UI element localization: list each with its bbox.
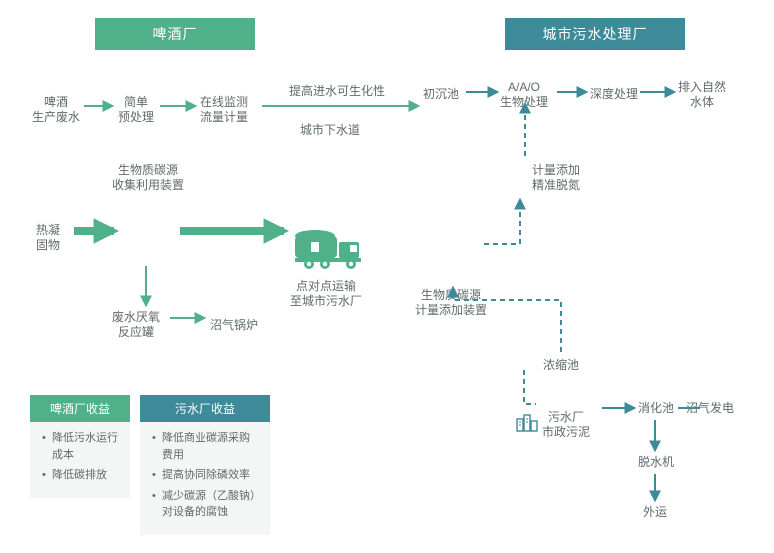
n_concentrate: 浓缩池 bbox=[543, 358, 579, 373]
benefit-card-brewery-title: 啤酒厂收益 bbox=[30, 395, 130, 422]
n_meter_addN: 计量添加 精准脱氮 bbox=[532, 163, 580, 193]
n_bio_device: 生物质碳源 收集利用装置 bbox=[112, 163, 184, 193]
n_dewater: 脱水机 bbox=[638, 455, 674, 470]
benefit-item: 降低商业碳源采购费用 bbox=[152, 430, 260, 463]
benefit-card-brewery-list: 降低污水运行成本降低碳排放 bbox=[30, 422, 130, 498]
benefit-item: 减少碳源（乙酸钠）对设备的腐蚀 bbox=[152, 488, 260, 521]
plus-icon bbox=[553, 383, 571, 401]
cyl_left bbox=[120, 195, 172, 261]
n_ship_out: 外运 bbox=[643, 505, 667, 520]
n_biogas_pow: 沼气发电 bbox=[686, 401, 734, 416]
benefit-item: 提高协同除磷效率 bbox=[152, 467, 260, 484]
n_sewer: 城市下水道 bbox=[300, 123, 360, 138]
n_anaer: 废水厌氧 反应罐 bbox=[112, 310, 160, 340]
n_aao: A/A/O 生物处理 bbox=[500, 80, 548, 110]
n_discharge: 排入自然 水体 bbox=[678, 80, 726, 110]
n_biogas: 沼气锅炉 bbox=[210, 318, 258, 333]
benefit-item: 降低污水运行成本 bbox=[42, 430, 120, 463]
n_online_flow: 在线监测 流量计量 bbox=[200, 95, 248, 125]
n_digester: 消化池 bbox=[638, 401, 674, 416]
benefit-card-wwtp-title: 污水厂收益 bbox=[140, 395, 270, 422]
n_ww_sludge: 污水厂 市政污泥 bbox=[542, 410, 590, 440]
cyl_right bbox=[425, 210, 481, 282]
n_primary: 初沉池 bbox=[423, 87, 459, 102]
left-section-header-label: 啤酒厂 bbox=[153, 26, 198, 42]
truck-icon bbox=[295, 228, 367, 270]
n_simple_pre: 简单 预处理 bbox=[118, 95, 154, 125]
n_hot_cond: 热凝 固物 bbox=[36, 223, 60, 253]
left-section-header: 啤酒厂 bbox=[95, 18, 255, 50]
n_brew_waste: 啤酒 生产废水 bbox=[32, 95, 80, 125]
n_deep: 深度处理 bbox=[590, 87, 638, 102]
benefit-card-wwtp-list: 降低商业碳源采购费用提高协同除磷效率减少碳源（乙酸钠）对设备的腐蚀 bbox=[140, 422, 270, 535]
benefit-card-brewery: 啤酒厂收益降低污水运行成本降低碳排放 bbox=[30, 395, 130, 498]
benefit-item: 降低碳排放 bbox=[42, 467, 120, 484]
right-section-header-label: 城市污水处理厂 bbox=[543, 26, 648, 42]
n_bio_meter: 生物质碳源 计量添加装置 bbox=[415, 288, 487, 318]
city-factory-icon bbox=[516, 410, 538, 432]
right-section-header: 城市污水处理厂 bbox=[505, 18, 685, 50]
benefit-card-wwtp: 污水厂收益降低商业碳源采购费用提高协同除磷效率减少碳源（乙酸钠）对设备的腐蚀 bbox=[140, 395, 270, 535]
n_bio_better: 提高进水可生化性 bbox=[289, 84, 385, 99]
n_truck_lbl: 点对点运输 至城市污水厂 bbox=[290, 279, 362, 309]
